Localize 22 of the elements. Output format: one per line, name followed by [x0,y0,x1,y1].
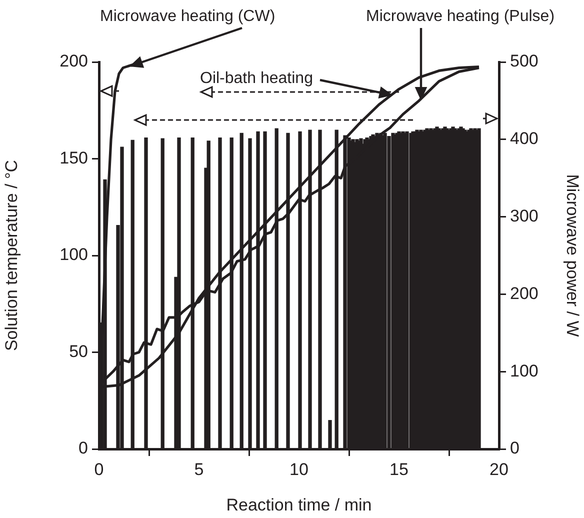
annotation: Microwave heating (Pulse) [366,8,555,26]
y2-tick-label: 300 [510,206,538,226]
x-tick-label: 5 [194,460,204,479]
annotation: Oil-bath heating [200,70,313,88]
annotation: Microwave heating (CW) [100,8,276,26]
x-tick-label: 20 [490,460,508,479]
y2-tick-label: 200 [510,284,538,303]
x-tick-label: 0 [94,460,104,479]
y-tick-label: 150 [60,148,88,168]
y2-tick-label: 0 [510,438,520,458]
y-tick-label: 200 [60,52,88,71]
y-axis-title: Solution temperature / °C [2,160,21,352]
x-tick-label: 10 [290,460,308,479]
y2-tick-label: 500 [510,52,538,71]
y2-axis-title: Microwave power / W [563,174,582,337]
y-tick-label: 100 [60,245,88,264]
y2-tick-label: 100 [510,361,538,380]
x-tick-label: 15 [390,460,408,479]
y-tick-label: 0 [78,438,88,458]
x-axis-title: Reaction time / min [226,495,372,514]
y-tick-label: 50 [69,342,88,361]
y2-tick-label: 400 [510,129,538,148]
